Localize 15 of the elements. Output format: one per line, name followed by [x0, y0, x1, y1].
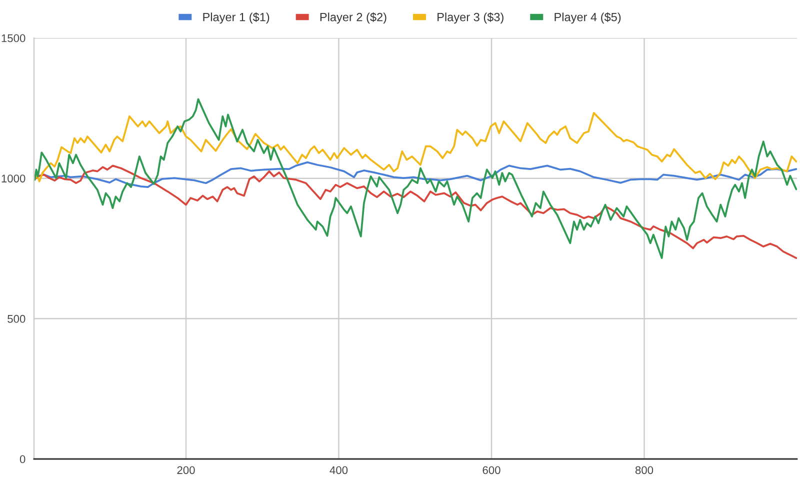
x-tick-label: 400: [330, 466, 348, 474]
line-series: [34, 98, 797, 259]
x-tick-label: 600: [482, 466, 500, 474]
x-tick-label: 200: [177, 466, 195, 474]
x-tick-label: 800: [635, 466, 654, 474]
legend-label: Player 1 ($1): [203, 12, 270, 24]
legend-label: Player 3 ($3): [438, 12, 504, 24]
y-tick-label: 0: [20, 455, 26, 464]
y-tick-label: 1000: [2, 174, 26, 182]
line-series: [34, 112, 797, 182]
legend-label: Player 2 ($2): [320, 12, 386, 24]
legend-label: Player 4 ($5): [554, 12, 621, 24]
line-series: [34, 164, 797, 259]
y-tick-label: 500: [8, 314, 26, 323]
y-tick-label: 1500: [2, 34, 26, 42]
